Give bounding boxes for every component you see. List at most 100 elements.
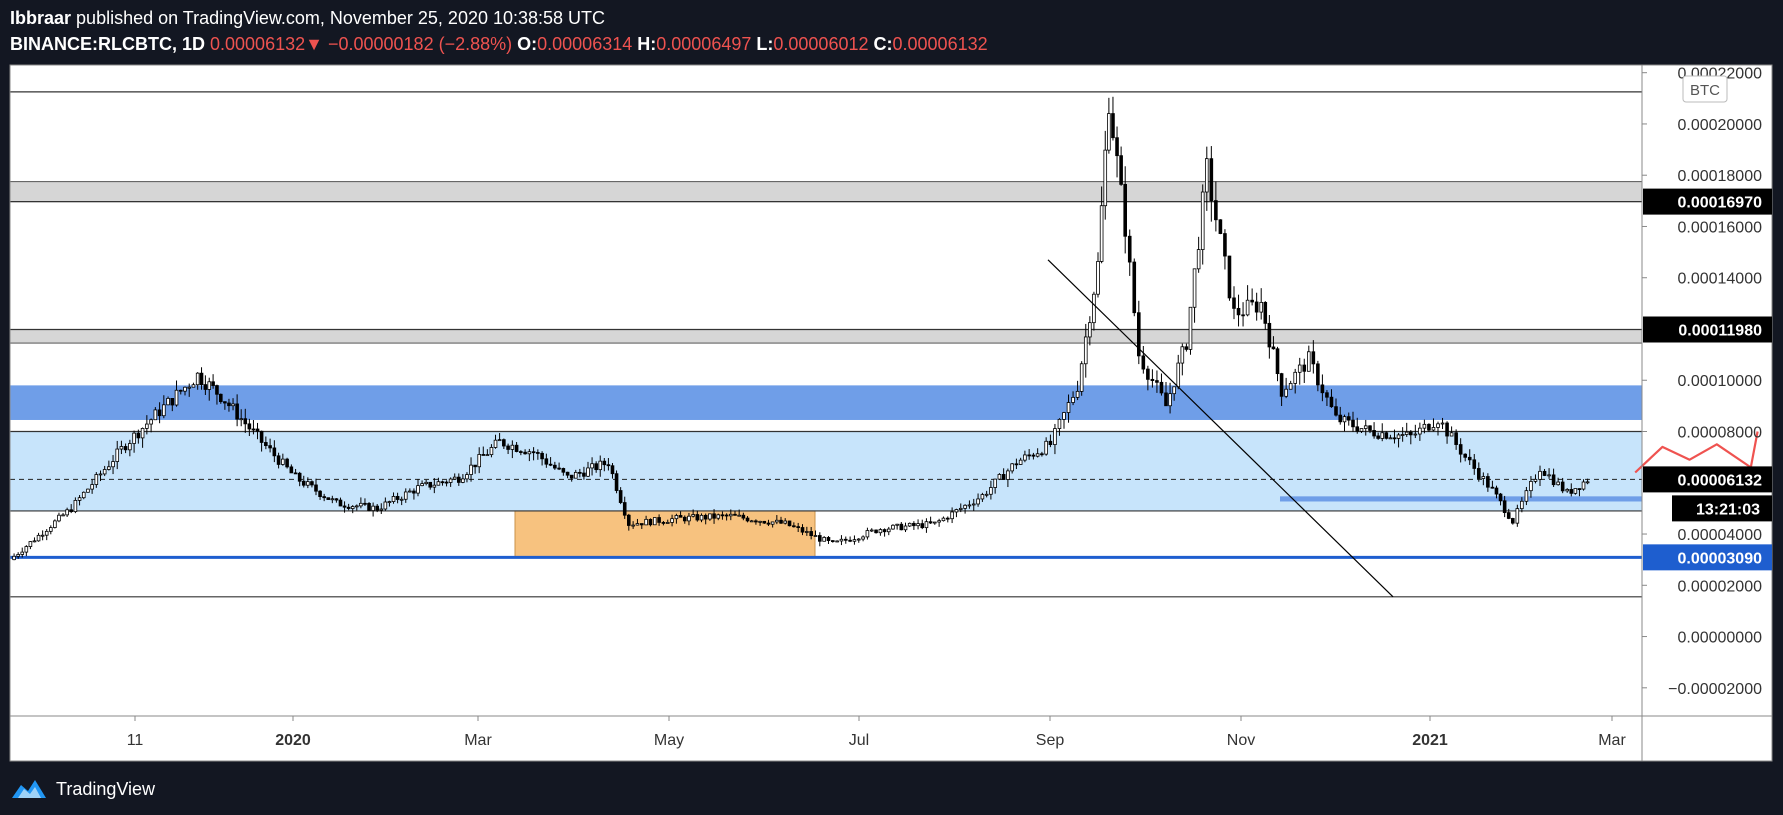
candle-body xyxy=(1001,474,1006,480)
candle-body xyxy=(622,502,627,516)
candle-body xyxy=(36,534,41,542)
candle-body xyxy=(1297,364,1302,373)
candle-body xyxy=(98,473,103,476)
candle-body xyxy=(243,418,248,425)
candle-body xyxy=(1127,235,1132,263)
candle-body xyxy=(950,511,954,520)
candle-body xyxy=(958,507,963,510)
open-label: O: xyxy=(517,34,538,54)
candle-body xyxy=(606,464,611,467)
y-tick-label: 0.00020000 xyxy=(1677,117,1762,134)
candle-body xyxy=(997,474,1002,480)
candle-body xyxy=(1103,149,1108,207)
candle-body xyxy=(272,447,277,457)
candle-body xyxy=(440,481,445,484)
candle-body xyxy=(1355,426,1360,432)
candle-body xyxy=(115,448,120,462)
candle-body xyxy=(32,540,37,543)
candle-body xyxy=(967,504,972,507)
candle-body xyxy=(251,428,256,431)
candle-body xyxy=(924,521,929,529)
candle-body xyxy=(1538,470,1542,480)
y-tick-label: 0.00018000 xyxy=(1677,168,1762,185)
candle-body xyxy=(403,491,408,500)
candle-body xyxy=(882,529,887,533)
price-axis-area xyxy=(1642,65,1772,716)
candle-body xyxy=(703,514,708,520)
candle-body xyxy=(485,454,490,457)
candle-body xyxy=(553,464,557,469)
y-tick-label: 0.00008000 xyxy=(1677,425,1762,442)
candle-body xyxy=(477,454,481,468)
candle-body xyxy=(805,531,809,533)
y-tick-label: 0.00010000 xyxy=(1677,373,1762,390)
x-tick-label: 2020 xyxy=(275,732,311,749)
candle-body xyxy=(928,521,933,524)
candle-body xyxy=(519,451,523,453)
candle-body xyxy=(1141,355,1146,370)
footer-brand[interactable]: TradingView xyxy=(56,778,156,799)
candle-body xyxy=(289,466,294,474)
candle-body xyxy=(614,473,619,491)
candle-body xyxy=(1146,368,1150,380)
candle-body xyxy=(314,484,318,492)
candle-body xyxy=(1232,297,1236,309)
candle-body xyxy=(631,524,635,527)
candle-body xyxy=(359,502,363,507)
candle-body xyxy=(306,481,310,486)
candle-body xyxy=(523,451,527,455)
y-tick-label: −0.00002000 xyxy=(1668,681,1762,698)
candle-body xyxy=(162,404,166,417)
candle-body xyxy=(1209,158,1214,201)
candle-body xyxy=(57,514,61,522)
candle-body xyxy=(1400,434,1405,436)
candle-body xyxy=(886,528,891,533)
candle-body xyxy=(73,500,78,513)
candle-body xyxy=(1132,261,1137,314)
candle-body xyxy=(770,521,775,525)
candle-body xyxy=(383,501,388,510)
candle-body xyxy=(933,521,937,524)
candle-body xyxy=(989,487,993,495)
candle-body xyxy=(984,493,989,496)
candle-body xyxy=(395,496,400,500)
y-tick-label: 0.00002000 xyxy=(1677,578,1762,595)
candle-body xyxy=(28,541,33,547)
author-name[interactable]: Ibbraar xyxy=(10,8,72,28)
candle-body xyxy=(1472,459,1477,469)
candle-body xyxy=(1351,419,1355,428)
candle-body xyxy=(1279,373,1284,397)
countdown-tag xyxy=(1672,495,1772,522)
candle-body xyxy=(945,517,950,520)
candle-body xyxy=(865,530,870,538)
candle-body xyxy=(1533,478,1538,482)
y-tick-label: 0.00004000 xyxy=(1677,527,1762,544)
candle-body xyxy=(1227,255,1232,299)
candle-body xyxy=(762,520,767,524)
price-tag-label: 0.00011980 xyxy=(1678,323,1762,340)
candle-body xyxy=(912,522,916,527)
candle-body xyxy=(367,502,371,511)
candle-body xyxy=(428,481,433,488)
low-value: 0.00006012 xyxy=(773,34,869,54)
candle-body xyxy=(132,432,136,444)
candle-body xyxy=(741,514,746,519)
price-tag-label: 0.00006132 xyxy=(1677,472,1762,489)
candle-body xyxy=(207,381,212,390)
price-tag-label: 0.00016970 xyxy=(1677,195,1762,212)
candle-body xyxy=(856,538,861,541)
candle-body xyxy=(170,397,175,406)
candle-body xyxy=(980,494,985,500)
chart-border xyxy=(9,64,1773,762)
candle-body xyxy=(1159,381,1164,394)
candle-body xyxy=(502,439,506,447)
candle-body xyxy=(1498,493,1503,502)
candle-body xyxy=(695,514,700,521)
low-label: L: xyxy=(756,34,774,54)
candle-body xyxy=(1205,158,1209,193)
candle-body xyxy=(1342,416,1347,423)
candle-body xyxy=(12,555,16,561)
candle-body xyxy=(94,474,99,485)
candle-body xyxy=(183,386,187,392)
